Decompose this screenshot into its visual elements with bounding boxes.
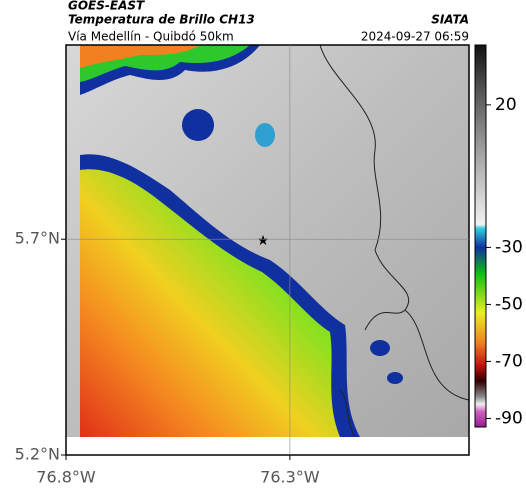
timestamp: 2024-09-27 06:59: [361, 30, 469, 44]
colorbar: [474, 44, 487, 428]
map-frame: [65, 44, 470, 456]
y-tick-label: 5.2°N: [15, 445, 60, 464]
colorbar-tick-label: 20: [495, 95, 517, 115]
satellite-image: ★: [66, 45, 469, 437]
colorbar-tick-label: -50: [495, 294, 523, 314]
y-tick-label: 5.7°N: [15, 229, 60, 248]
subtitle: Vía Medellín - Quibdó 50km: [68, 30, 234, 44]
x-tick-label: 76.3°W: [260, 468, 320, 487]
x-tick-label: 76.8°W: [36, 468, 96, 487]
colorbar-tick-label: -70: [495, 351, 523, 371]
city-marker: ★: [257, 233, 270, 249]
brand: SIATA: [431, 13, 469, 27]
colorbar-tick-label: -90: [495, 408, 523, 428]
source: GOES-EAST: [68, 0, 145, 13]
title: Temperatura de Brillo CH13: [68, 13, 255, 27]
colorbar-tick-label: -30: [495, 237, 523, 257]
